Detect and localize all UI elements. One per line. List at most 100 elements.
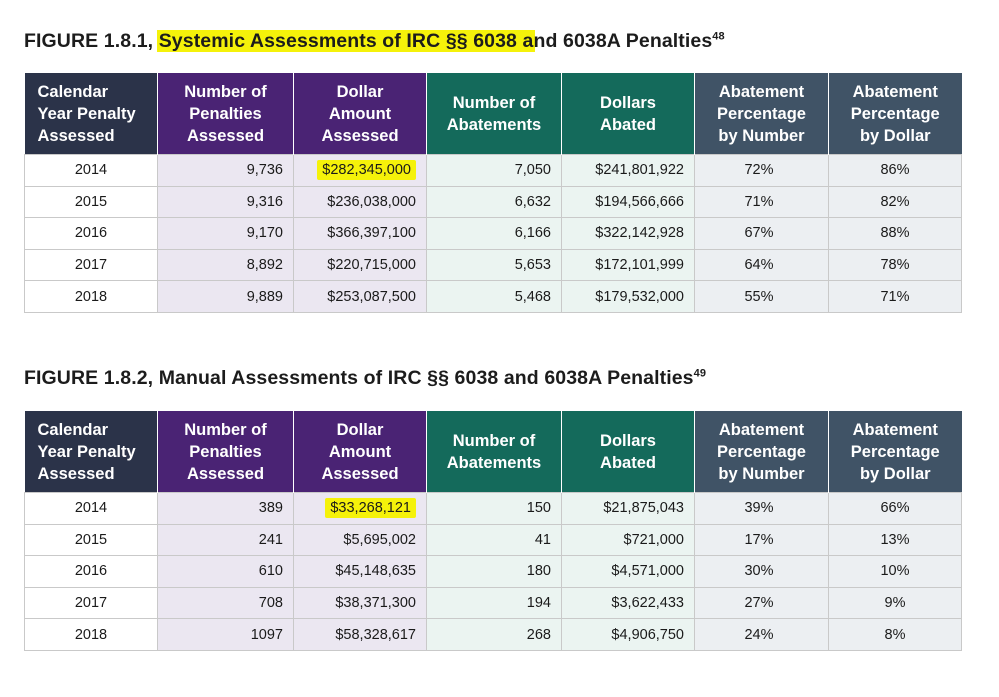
cell-pct-number: 17% xyxy=(694,523,829,557)
cell-year: 2014 xyxy=(24,154,158,187)
cell-dollar-amount: $220,715,000 xyxy=(293,248,427,282)
cell-pct-dollar: 82% xyxy=(828,185,962,219)
table-row: 2014 389 $33,268,121 150 $21,875,043 39% 66% xyxy=(24,492,962,525)
table-row: 2015 9,316 $236,038,000 6,632 $194,566,666 71… xyxy=(24,185,962,219)
cell-dollars-abated: $21,875,043 xyxy=(561,492,695,525)
cell-dollar-amount: $366,397,100 xyxy=(293,217,427,250)
cell-abatements: 180 xyxy=(426,555,562,588)
cell-penalties: 9,316 xyxy=(157,185,294,219)
cell-penalties: 1097 xyxy=(157,618,294,651)
table-row: 2017 708 $38,371,300 194 $3,622,433 27% 9% xyxy=(24,586,962,620)
header-abatements: Number of Abatements xyxy=(426,73,562,155)
cell-dollar-amount: $58,328,617 xyxy=(293,618,427,651)
cell-year: 2018 xyxy=(24,618,158,651)
figure-1-title-rest: nd 6038A Penalties xyxy=(533,30,713,52)
cell-dollar-amount: $236,038,000 xyxy=(293,185,427,219)
cell-abatements: 268 xyxy=(426,618,562,651)
header-pct-number: Abatement Percentage by Number xyxy=(694,73,829,155)
cell-pct-number: 24% xyxy=(694,618,829,651)
cell-pct-number: 39% xyxy=(694,492,829,525)
figure-1-table: Calendar Year Penalty Assessed Number of Pen… xyxy=(24,73,962,313)
cell-penalties: 241 xyxy=(157,523,294,557)
cell-pct-dollar: 86% xyxy=(828,154,962,187)
figure-1-body: 2014 9,736 $282,345,000 7,050 $241,801,922 72… xyxy=(24,154,962,313)
cell-pct-dollar: 10% xyxy=(828,555,962,588)
cell-dollars-abated: $4,906,750 xyxy=(561,618,695,651)
cell-pct-dollar: 78% xyxy=(828,248,962,282)
cell-abatements: 194 xyxy=(426,586,562,620)
cell-dollars-abated: $179,532,000 xyxy=(561,280,695,313)
table-row: 2015 241 $5,695,002 41 $721,000 17% 13% xyxy=(24,523,962,557)
header-dollars-abated: Dollars Abated xyxy=(561,411,695,493)
figure-1-header-row: Calendar Year Penalty Assessed Number of Pen… xyxy=(24,73,962,155)
figure-1-footnote: 48 xyxy=(712,30,725,43)
cell-year: 2016 xyxy=(24,217,158,250)
highlighted-value: $33,268,121 xyxy=(325,498,416,519)
cell-abatements: 7,050 xyxy=(426,154,562,187)
cell-year: 2018 xyxy=(24,280,158,313)
cell-dollars-abated: $194,566,666 xyxy=(561,185,695,219)
figure-2-title-text: FIGURE 1.8.2, Manual Assessments of IRC … xyxy=(24,367,694,389)
figure-2-title: FIGURE 1.8.2, Manual Assessments of IRC … xyxy=(24,367,706,390)
table-row: 2016 9,170 $366,397,100 6,166 $322,142,928 67… xyxy=(24,217,962,250)
table-row: 2018 1097 $58,328,617 268 $4,906,750 24% 8% xyxy=(24,618,962,651)
highlighted-value: $282,345,000 xyxy=(317,160,416,181)
cell-year: 2014 xyxy=(24,492,158,525)
cell-abatements: 5,468 xyxy=(426,280,562,313)
cell-dollar-amount: $253,087,500 xyxy=(293,280,427,313)
cell-dollar-amount: $33,268,121 xyxy=(293,492,427,525)
cell-pct-number: 64% xyxy=(694,248,829,282)
cell-dollar-amount: $282,345,000 xyxy=(293,154,427,187)
cell-abatements: 41 xyxy=(426,523,562,557)
cell-dollar-amount: $5,695,002 xyxy=(293,523,427,557)
header-pct-dollar: Abatement Percentage by Dollar xyxy=(828,411,962,493)
cell-year: 2017 xyxy=(24,248,158,282)
cell-penalties: 9,170 xyxy=(157,217,294,250)
cell-pct-number: 71% xyxy=(694,185,829,219)
cell-abatements: 5,653 xyxy=(426,248,562,282)
table-row: 2018 9,889 $253,087,500 5,468 $179,532,000 55… xyxy=(24,280,962,313)
cell-abatements: 6,166 xyxy=(426,217,562,250)
table-row: 2014 9,736 $282,345,000 7,050 $241,801,922 72… xyxy=(24,154,962,187)
figure-1-title-prefix: FIGURE 1.8.1, xyxy=(24,30,159,52)
figure-2-table: Calendar Year Penalty Assessed Number of Pen… xyxy=(24,411,962,651)
cell-abatements: 150 xyxy=(426,492,562,525)
cell-penalties: 708 xyxy=(157,586,294,620)
header-year: Calendar Year Penalty Assessed xyxy=(24,73,158,155)
cell-dollars-abated: $322,142,928 xyxy=(561,217,695,250)
figure-2-body: 2014 389 $33,268,121 150 $21,875,043 39% 66% 20… xyxy=(24,492,962,651)
cell-pct-dollar: 8% xyxy=(828,618,962,651)
figure-2-footnote: 49 xyxy=(693,367,707,380)
cell-dollars-abated: $4,571,000 xyxy=(561,555,695,588)
cell-dollars-abated: $3,622,433 xyxy=(561,586,695,620)
cell-pct-number: 30% xyxy=(694,555,829,588)
header-dollar-amount: Dollar Amount Assessed xyxy=(293,73,427,155)
cell-penalties: 9,889 xyxy=(157,280,294,313)
cell-penalties: 610 xyxy=(157,555,294,588)
cell-year: 2015 xyxy=(24,523,158,557)
cell-pct-dollar: 88% xyxy=(828,217,962,250)
cell-penalties: 8,892 xyxy=(157,248,294,282)
header-penalties: Number of Penalties Assessed xyxy=(157,411,294,493)
cell-pct-dollar: 66% xyxy=(828,492,962,525)
header-pct-dollar: Abatement Percentage by Dollar xyxy=(828,73,962,155)
cell-dollars-abated: $241,801,922 xyxy=(561,154,695,187)
header-pct-number: Abatement Percentage by Number xyxy=(694,411,829,493)
header-abatements: Number of Abatements xyxy=(426,411,562,493)
cell-pct-dollar: 71% xyxy=(828,280,962,313)
table-row: 2017 8,892 $220,715,000 5,653 $172,101,999 64… xyxy=(24,248,962,282)
header-dollar-amount: Dollar Amount Assessed xyxy=(293,411,427,493)
cell-dollar-amount: $45,148,635 xyxy=(293,555,427,588)
figure-1-title: FIGURE 1.8.1, Systemic Assessments of IR… xyxy=(24,30,725,53)
cell-penalties: 389 xyxy=(157,492,294,525)
cell-dollars-abated: $172,101,999 xyxy=(561,248,695,282)
cell-pct-number: 67% xyxy=(694,217,829,250)
cell-dollar-amount: $38,371,300 xyxy=(293,586,427,620)
cell-pct-dollar: 9% xyxy=(828,586,962,620)
cell-dollars-abated: $721,000 xyxy=(561,523,695,557)
figure-2-header-row: Calendar Year Penalty Assessed Number of Pen… xyxy=(24,411,962,493)
header-year: Calendar Year Penalty Assessed xyxy=(24,411,158,493)
cell-penalties: 9,736 xyxy=(157,154,294,187)
figure-1-title-highlight: Systemic Assessments of IRC §§ 6038 a xyxy=(156,30,536,52)
cell-year: 2015 xyxy=(24,185,158,219)
